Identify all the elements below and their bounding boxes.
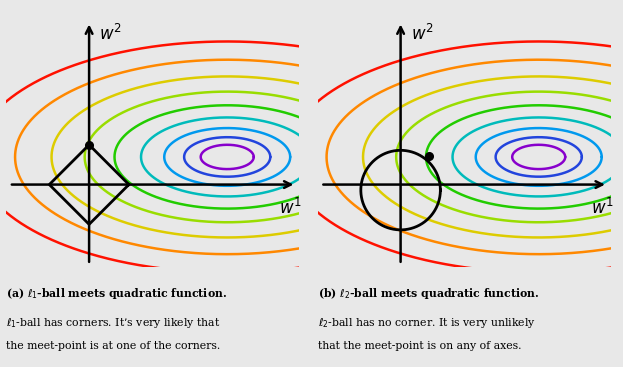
Text: (b) $\ell_2$-ball meets quadratic function.: (b) $\ell_2$-ball meets quadratic functi… xyxy=(318,286,540,301)
Text: $\ell_2$-ball has no corner. It is very unlikely: $\ell_2$-ball has no corner. It is very … xyxy=(318,316,536,330)
Text: $w^1$: $w^1$ xyxy=(279,199,302,218)
Text: that the meet-point is on any of axes.: that the meet-point is on any of axes. xyxy=(318,341,521,351)
Text: $w^2$: $w^2$ xyxy=(411,24,433,44)
Text: $w^1$: $w^1$ xyxy=(591,199,614,218)
Text: the meet-point is at one of the corners.: the meet-point is at one of the corners. xyxy=(6,341,221,351)
Text: $w^2$: $w^2$ xyxy=(99,24,121,44)
Text: $\ell_1$-ball has corners. It’s very likely that: $\ell_1$-ball has corners. It’s very lik… xyxy=(6,316,221,330)
Text: (a) $\ell_1$-ball meets quadratic function.: (a) $\ell_1$-ball meets quadratic functi… xyxy=(6,286,227,301)
